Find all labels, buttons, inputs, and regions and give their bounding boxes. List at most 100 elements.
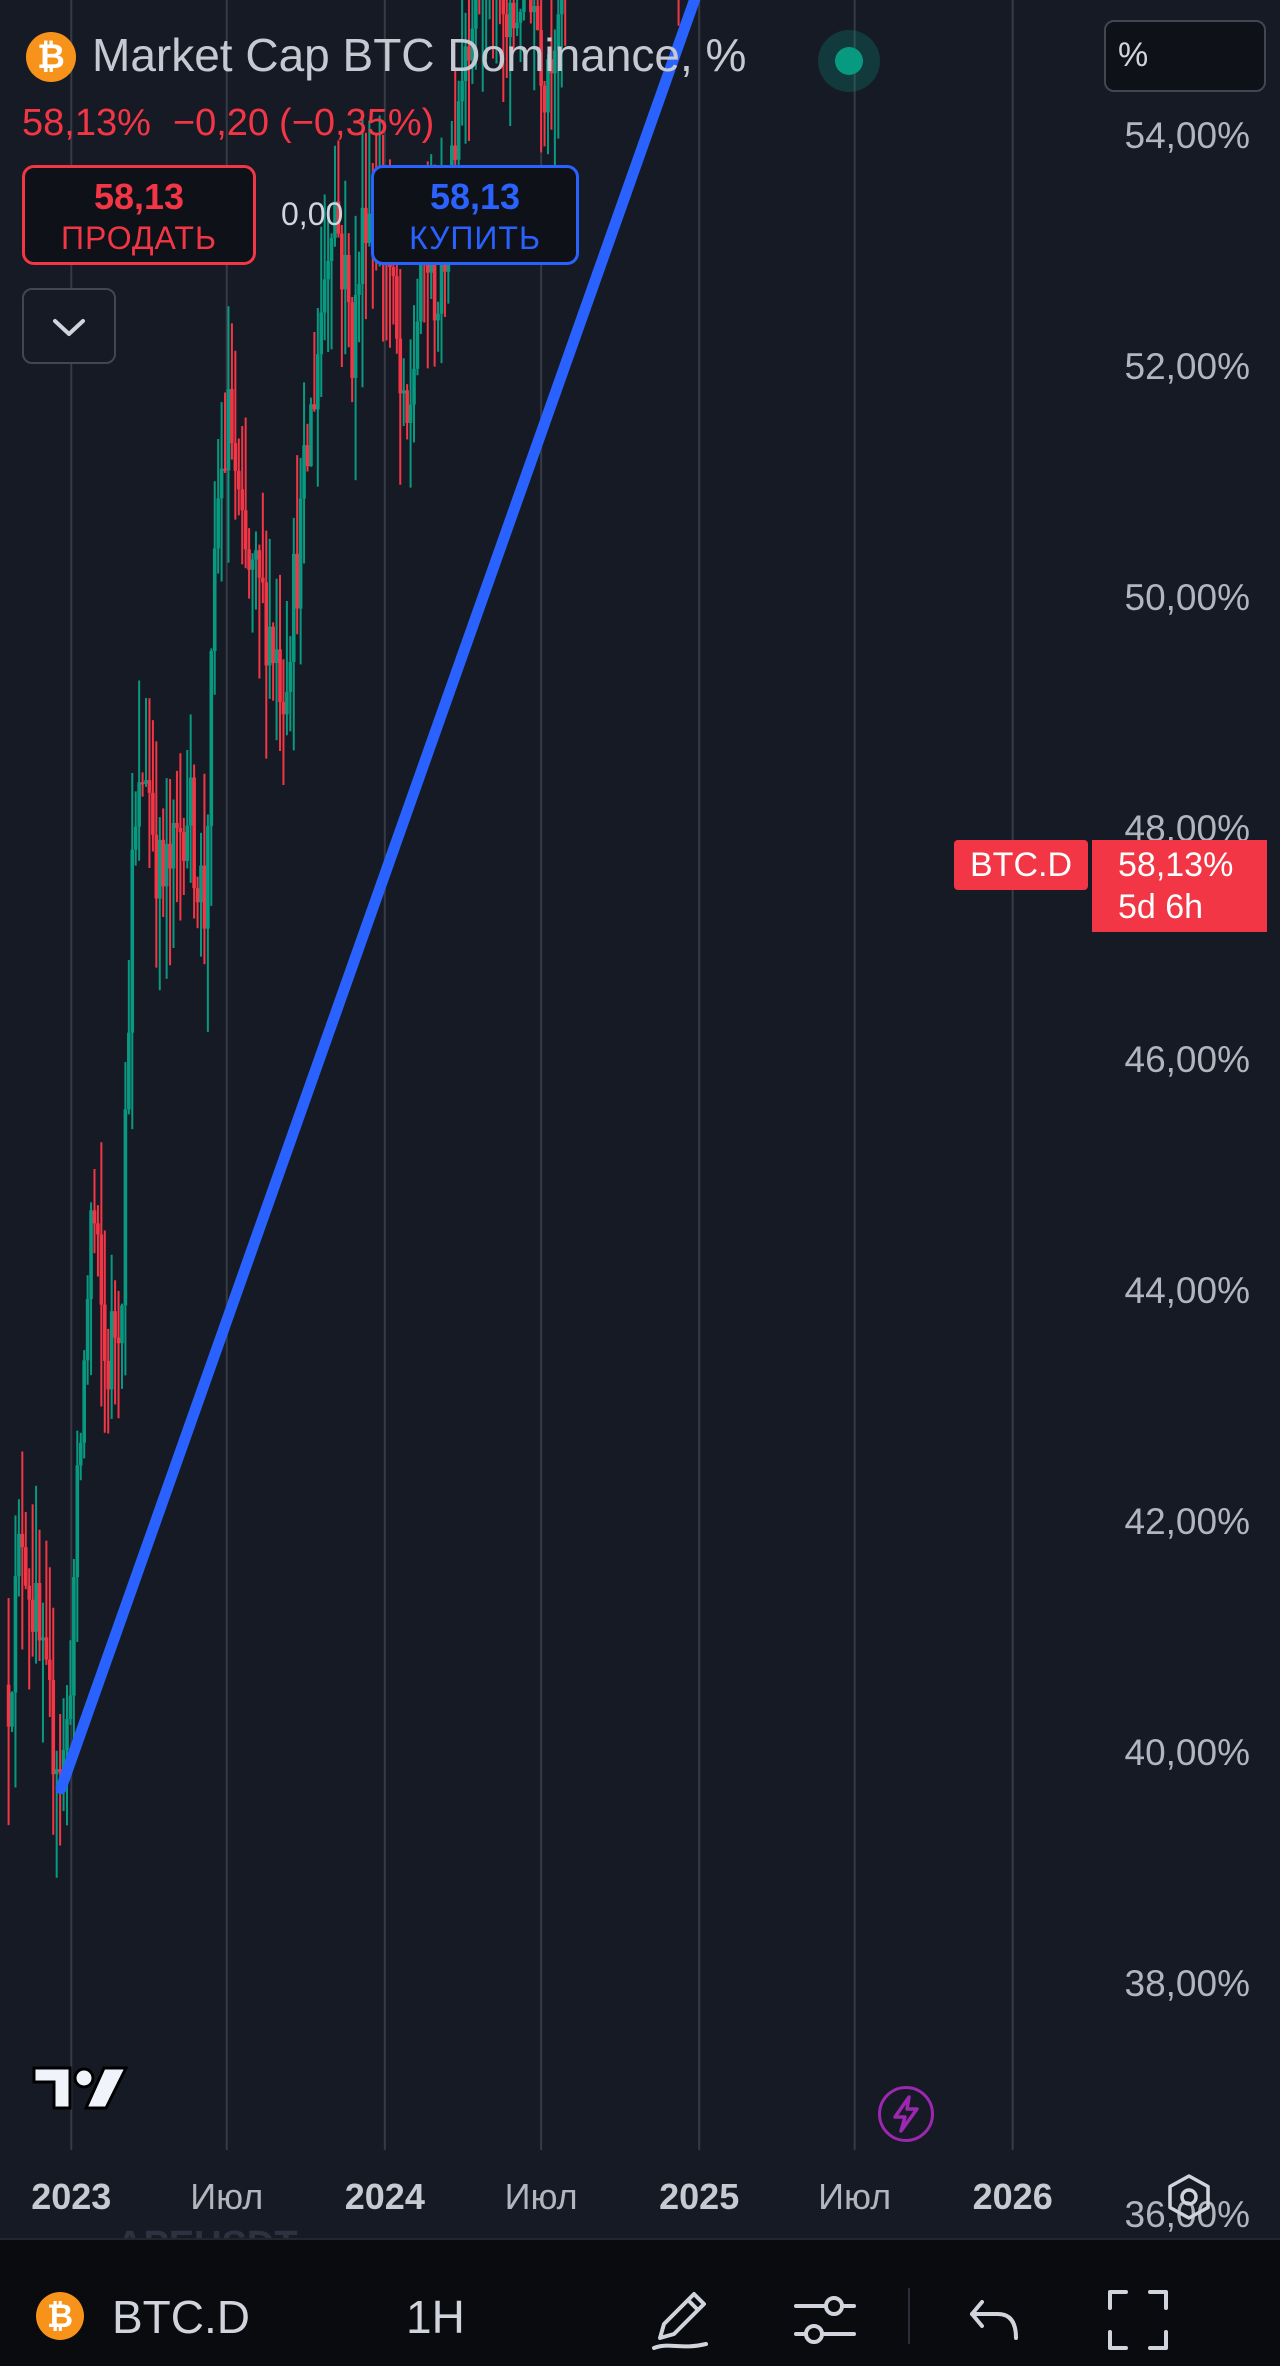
buy-button[interactable]: 58,13 КУПИТЬ (371, 165, 579, 265)
candle-body (401, 390, 406, 394)
candle-body (261, 577, 265, 583)
candle-body (419, 225, 423, 322)
price-chart[interactable] (0, 0, 1280, 2240)
market-status-indicator[interactable] (818, 30, 880, 92)
bitcoin-coin-icon: ₿ (26, 32, 76, 82)
scale-mode-button[interactable]: % (1104, 20, 1266, 92)
lightning-icon[interactable] (878, 2086, 934, 2142)
candle-body (178, 828, 183, 833)
candle-body (48, 1659, 52, 1680)
candle-body (171, 822, 176, 869)
candle-body (206, 825, 210, 929)
candle-body (168, 843, 172, 869)
candle-body (17, 1533, 21, 1577)
candle-body (398, 338, 403, 394)
symbol-title[interactable]: Market Cap BTC Dominance, % (92, 29, 747, 81)
candle-body (75, 1465, 80, 1578)
candle-body (247, 549, 251, 570)
candle-body (199, 865, 203, 903)
price-axis-label: 42,00% (1124, 1501, 1251, 1542)
candle-body (336, 201, 341, 234)
trend-line (55, 0, 701, 1795)
sliders-icon[interactable] (792, 2290, 858, 2350)
candle-body (20, 1533, 25, 1548)
candle-body (209, 651, 214, 826)
axis-price-tag: 58,13% 5d 6h (1092, 840, 1267, 932)
candle-body (316, 354, 320, 410)
candle-body (264, 582, 269, 666)
candle-body (175, 822, 179, 829)
candle-body (518, 11, 523, 23)
candle-body (188, 777, 193, 826)
candle-body (96, 1223, 100, 1235)
candle-body (102, 1304, 107, 1361)
collapse-button[interactable] (22, 288, 116, 364)
price-axis-label: 36,00% (1124, 2194, 1251, 2235)
candle-body (529, 0, 533, 13)
candle-body (99, 1234, 104, 1305)
candle-body (85, 1299, 90, 1361)
candle-body (467, 46, 471, 61)
candle-body (456, 101, 461, 160)
candle-body (546, 59, 550, 113)
price-change-percent: (−0,35%) (279, 102, 435, 144)
axis-price-value: 58,13% (1118, 846, 1234, 884)
symbol-price-tag: BTC.D (954, 840, 1088, 890)
candle-body (254, 550, 258, 560)
candle-body (127, 1032, 131, 1110)
candle-body (58, 1769, 62, 1772)
candle-body (553, 50, 557, 74)
price-axis-label: 52,00% (1124, 346, 1251, 387)
candle-body (432, 229, 437, 321)
sell-button[interactable]: 58,13 ПРОДАТЬ (22, 165, 256, 265)
candle-body (511, 2, 516, 29)
candle-body (267, 626, 272, 666)
candle-body (302, 445, 306, 499)
candle-body (68, 1695, 73, 1719)
pencil-icon[interactable] (648, 2284, 714, 2354)
last-price: 58,13% (22, 102, 151, 144)
spread-value: 0,00 (281, 196, 344, 232)
candle-body (61, 1750, 66, 1772)
candle-body (106, 1360, 111, 1390)
candle-body (460, 81, 464, 102)
candle-body (250, 559, 255, 570)
candle-body (202, 865, 207, 929)
price-axis-label: 54,00% (1124, 115, 1251, 156)
fullscreen-icon[interactable] (1106, 2288, 1170, 2352)
candle-body (161, 839, 165, 887)
chart-settings-icon[interactable] (1164, 2172, 1214, 2222)
candle-body (508, 2, 513, 38)
candle-body (44, 1637, 49, 1660)
candle-body (65, 1718, 69, 1751)
candle-body (154, 834, 159, 899)
symbol-selector[interactable]: BTC.D (112, 2291, 250, 2343)
candle-body (41, 1637, 45, 1641)
candle-body (357, 284, 361, 295)
candle-body (291, 553, 296, 662)
bitcoin-coin-icon[interactable]: ₿ (36, 2292, 84, 2340)
time-axis-label: Июл (190, 2176, 264, 2217)
candle-body (305, 445, 310, 467)
candle-body (144, 780, 148, 784)
candle-body (109, 1311, 114, 1390)
candle-body (151, 792, 155, 835)
candle-body (295, 553, 299, 609)
candle-body (223, 468, 227, 471)
price-change: −0,20 (172, 102, 270, 144)
candle-body (501, 0, 506, 15)
price-axis-label: 44,00% (1124, 1270, 1251, 1311)
candle-body (470, 28, 475, 61)
candle-body (346, 254, 351, 303)
candle-body (405, 390, 409, 423)
quote-line: 58,13% −0,20 (−0,35%) (22, 102, 456, 145)
bottom-toolbar (0, 2240, 1280, 2366)
candle-body (340, 233, 344, 290)
undo-icon[interactable] (966, 2294, 1022, 2344)
candle-body (319, 312, 324, 355)
candle-body (10, 1692, 14, 1727)
tradingview-logo-icon[interactable] (30, 2064, 130, 2114)
interval-selector[interactable]: 1H (406, 2291, 465, 2343)
candle-body (309, 404, 313, 467)
buy-price: 58,13 (429, 176, 521, 217)
